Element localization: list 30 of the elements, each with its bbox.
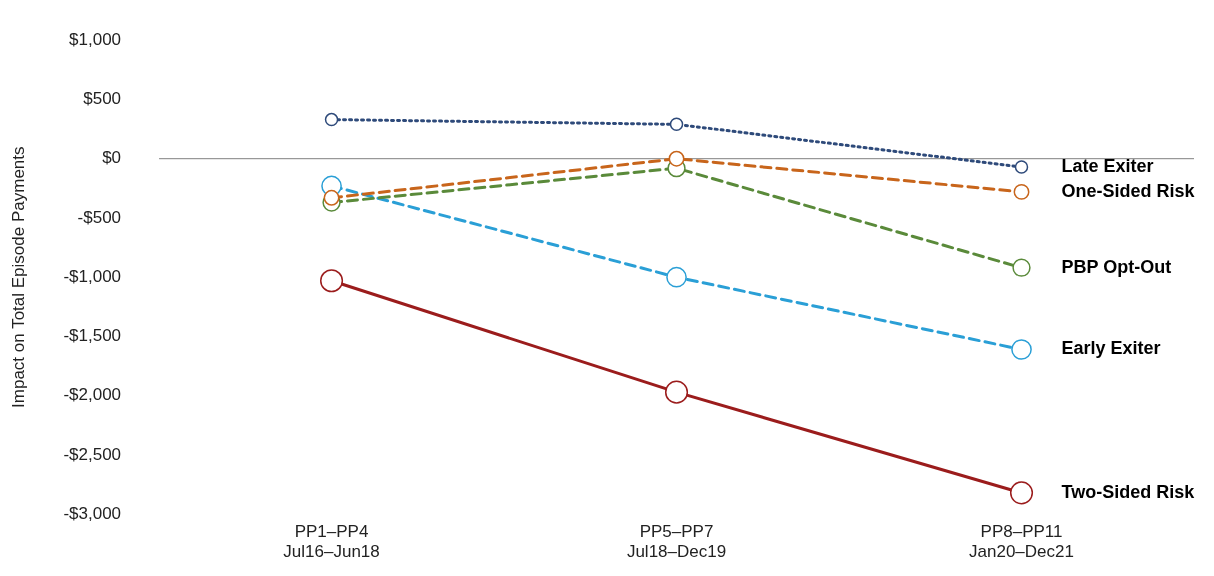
x-tick-label: PP5–PP7 Jul18–Dec19 <box>626 522 727 562</box>
y-tick-label: -$2,000 <box>63 385 122 405</box>
point <box>668 150 685 167</box>
y-tick-label: -$1,500 <box>63 326 122 346</box>
point <box>1014 160 1029 174</box>
point <box>1012 258 1031 277</box>
y-tick-label: -$2,500 <box>63 444 122 464</box>
point <box>1011 339 1032 360</box>
y-tick-label: -$1,000 <box>63 266 122 286</box>
series-label: PBP Opt-Out <box>1061 256 1172 277</box>
x-tick-label: PP8–PP11 Jan20–Dec21 <box>969 522 1074 562</box>
x-tick-label: PP1–PP4 Jul16–Jun18 <box>283 522 380 562</box>
y-tick-label: -$500 <box>77 207 122 227</box>
series-label: Two-Sided Risk <box>1061 481 1196 502</box>
point <box>324 112 339 127</box>
y-axis-title: Impact on Total Episode Payments <box>8 146 28 408</box>
y-tick-label: -$3,000 <box>63 503 122 523</box>
y-tick-label: $0 <box>102 148 122 168</box>
point <box>323 189 340 206</box>
series-label: Late Exiter <box>1061 155 1154 176</box>
point <box>1009 481 1034 505</box>
point <box>666 266 687 288</box>
point <box>664 380 689 404</box>
series-label: One-Sided Risk <box>1061 180 1196 201</box>
y-tick-label: $500 <box>83 89 122 109</box>
point <box>1013 183 1030 200</box>
point <box>669 117 684 132</box>
y-tick-label: $1,000 <box>69 29 122 49</box>
series-label: Early Exiter <box>1061 338 1161 359</box>
point <box>320 269 344 293</box>
